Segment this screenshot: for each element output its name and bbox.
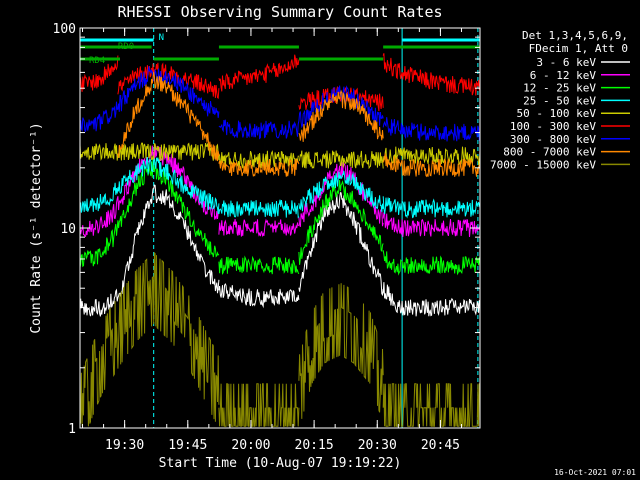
axes: 19:30 19:45 20:00 20:15 20:30 20:45 1 10 100	[53, 22, 480, 453]
series-line	[298, 192, 384, 297]
legend-entry-label: 100 - 300 keV	[510, 120, 596, 133]
series-800-7000-kev	[117, 71, 481, 178]
legend-entry-label: 50 - 100 keV	[517, 107, 597, 120]
y-axis-label: Count Rate (s⁻¹ detector⁻¹)	[29, 122, 44, 333]
legend-entry-label: 300 - 800 keV	[510, 133, 596, 146]
series-line	[79, 251, 220, 427]
series-line	[218, 255, 300, 275]
series-line	[382, 282, 481, 317]
y-tick-label: 100	[53, 22, 76, 37]
y-tick-label: 1	[68, 422, 76, 437]
flag-label: RD0	[118, 42, 134, 52]
series-line	[382, 146, 481, 166]
series-line	[79, 156, 220, 214]
series-line	[218, 54, 300, 92]
x-tick-label: 20:15	[295, 438, 334, 453]
series-line	[298, 150, 384, 170]
generation-timestamp: 16-Oct-2021 07:01	[554, 468, 636, 477]
flag-n: N	[80, 33, 480, 43]
x-tick-label: 20:30	[358, 438, 397, 453]
series-7000-15000-kev	[79, 251, 480, 427]
legend-header-line: FDecim 1, Att 0	[529, 42, 628, 55]
series-line	[79, 55, 119, 92]
series-line	[218, 282, 300, 309]
legend-entry-label: 800 - 7000 keV	[503, 146, 596, 159]
series-line	[79, 159, 220, 268]
series-line	[382, 250, 481, 276]
flag-rd4: RD4	[80, 56, 384, 66]
series-line	[382, 117, 481, 142]
series-line	[382, 383, 480, 427]
y-tick-label: 10	[60, 222, 76, 237]
series-12-25-kev	[79, 159, 481, 276]
flag-label: RD4	[89, 56, 105, 66]
series-line	[298, 283, 384, 419]
x-tick-label: 19:30	[105, 438, 144, 453]
series-line	[218, 119, 300, 140]
series-line	[218, 218, 300, 238]
series-line	[298, 89, 384, 142]
series-line	[298, 180, 384, 265]
series-3-6-kev	[79, 184, 481, 317]
flag-label: N	[159, 33, 164, 43]
series-25-50-kev	[79, 156, 481, 219]
legend-entry-label: 12 - 25 keV	[523, 82, 596, 95]
legend: Det 1,3,4,5,6,9,FDecim 1, Att 03 - 6 keV…	[490, 29, 630, 171]
series-line	[218, 383, 300, 427]
x-tick-label: 19:45	[168, 438, 207, 453]
legend-header-line: Det 1,3,4,5,6,9,	[522, 29, 628, 42]
series-line	[79, 184, 220, 317]
x-tick-label: 20:45	[421, 438, 460, 453]
plot-area: N RD0 RD4	[79, 28, 481, 428]
series-line	[218, 199, 300, 219]
legend-entry-label: 6 - 12 keV	[530, 69, 597, 82]
legend-entry-label: 3 - 6 keV	[536, 56, 596, 69]
series-line	[382, 211, 481, 238]
series-line	[382, 153, 481, 178]
series-100-300-kev	[79, 53, 481, 112]
series-line	[117, 71, 220, 162]
legend-entry-label: 7000 - 15000 keV	[490, 158, 596, 171]
legend-entry-label: 25 - 50 keV	[523, 94, 596, 107]
series-line	[79, 66, 220, 133]
chart-title: RHESSI Observing Summary Count Rates	[117, 3, 442, 21]
series-line	[218, 157, 300, 177]
x-tick-label: 20:00	[231, 438, 270, 453]
series-line	[79, 142, 220, 161]
flag-rd0: RD0	[80, 42, 480, 52]
x-axis-label: Start Time (10-Aug-07 19:19:22)	[159, 456, 402, 471]
series-line	[382, 196, 481, 219]
series-line	[298, 170, 384, 212]
series-line	[382, 53, 481, 96]
